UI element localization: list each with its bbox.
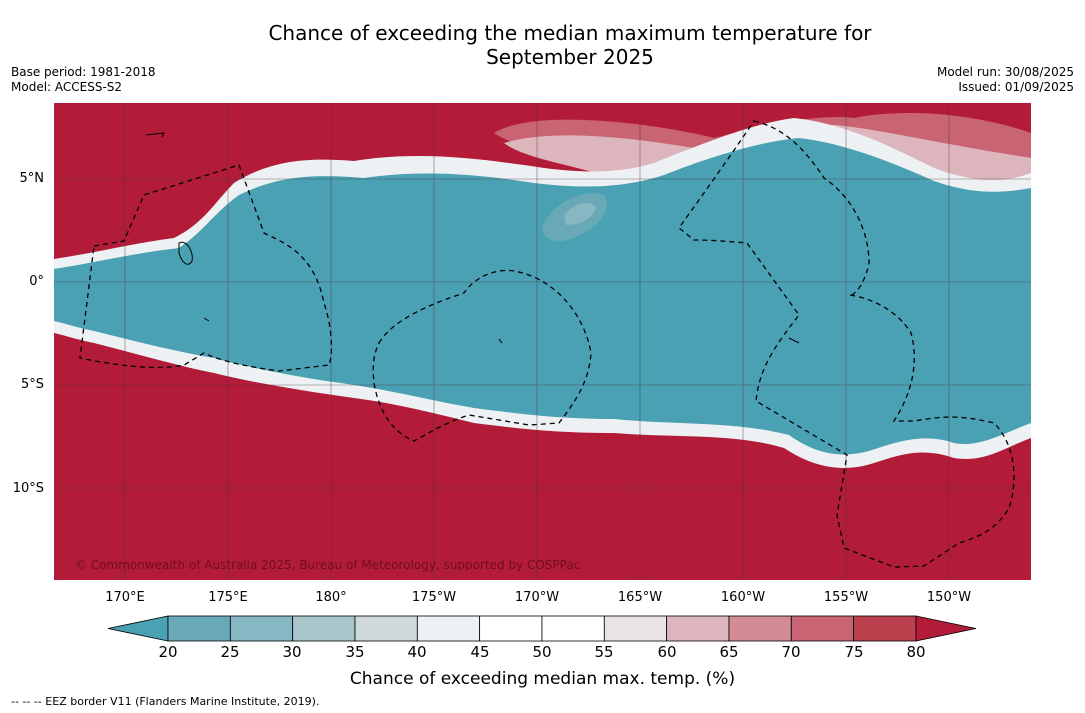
- lighter-blob-core: [564, 202, 596, 225]
- cbar-segment: [354, 615, 418, 642]
- cbar-tick-25: 25: [220, 643, 240, 661]
- lon-label-175e: 175°E: [208, 590, 248, 605]
- lon-label-150w: 150°W: [926, 590, 972, 605]
- cbar-segment: [479, 615, 543, 642]
- cbar-tick-45: 45: [470, 643, 490, 661]
- title-line-2: September 2025: [486, 45, 654, 69]
- cbar-tick-80: 80: [906, 643, 926, 661]
- probability-map: [54, 103, 1031, 580]
- map-title: Chance of exceeding the median maximum t…: [0, 21, 1085, 69]
- colorbar-label: Chance of exceeding median max. temp. (%…: [349, 669, 736, 689]
- cbar-segment: [666, 615, 730, 642]
- lat-label-5s: 5°S: [20, 377, 44, 392]
- title-line-1: Chance of exceeding the median maximum t…: [268, 21, 872, 45]
- cbar-segment: [603, 615, 668, 642]
- meta-left: Base period: 1981-2018 Model: ACCESS-S2: [11, 65, 156, 95]
- cbar-extend-high: [915, 615, 977, 642]
- colorbar: [107, 615, 977, 642]
- lon-label-165w: 165°W: [617, 590, 663, 605]
- base-period: Base period: 1981-2018: [11, 65, 156, 79]
- cbar-segment: [229, 615, 294, 642]
- cbar-segment: [853, 615, 917, 642]
- island-outlines: [145, 132, 800, 344]
- cbar-tick-35: 35: [345, 643, 365, 661]
- lon-label-170w: 170°W: [514, 590, 560, 605]
- cbar-tick-20: 20: [158, 643, 178, 661]
- cbar-tick-40: 40: [407, 643, 427, 661]
- cbar-segment: [167, 615, 231, 642]
- lon-label-160w: 160°W: [720, 590, 766, 605]
- lon-label-180: 180°: [315, 590, 347, 605]
- lon-label-170e: 170°E: [105, 590, 145, 605]
- model-name: Model: ACCESS-S2: [11, 80, 123, 94]
- cbar-tick-50: 50: [532, 643, 552, 661]
- meta-right: Model run: 30/08/2025 Issued: 01/09/2025: [937, 65, 1074, 95]
- eez-legend-note: -- -- -- EEZ border V11 (Flanders Marine…: [11, 695, 320, 708]
- lat-label-0: 0°: [29, 274, 44, 289]
- cbar-segment: [416, 615, 481, 642]
- cbar-tick-70: 70: [781, 643, 801, 661]
- cbar-tick-30: 30: [282, 643, 302, 661]
- lat-label-5n: 5°N: [19, 171, 45, 186]
- issued-date: Issued: 01/09/2025: [958, 80, 1074, 94]
- cbar-segment: [728, 615, 792, 642]
- lon-label-155w: 155°W: [823, 590, 869, 605]
- lat-label-10s: 10°S: [12, 481, 44, 496]
- cbar-extend-low: [107, 615, 169, 642]
- model-run: Model run: 30/08/2025: [936, 65, 1074, 79]
- cbar-tick-55: 55: [594, 643, 614, 661]
- cbar-segment: [292, 615, 356, 642]
- cbar-tick-60: 60: [657, 643, 677, 661]
- lon-label-175w: 175°W: [411, 590, 457, 605]
- below-median-core: [54, 138, 1031, 455]
- cbar-tick-65: 65: [719, 643, 739, 661]
- cbar-segment: [541, 615, 605, 642]
- copyright-notice: © Commonwealth of Australia 2025, Bureau…: [75, 558, 581, 572]
- cbar-tick-75: 75: [844, 643, 864, 661]
- cbar-segment: [790, 615, 855, 642]
- eez-borders: [79, 120, 1015, 568]
